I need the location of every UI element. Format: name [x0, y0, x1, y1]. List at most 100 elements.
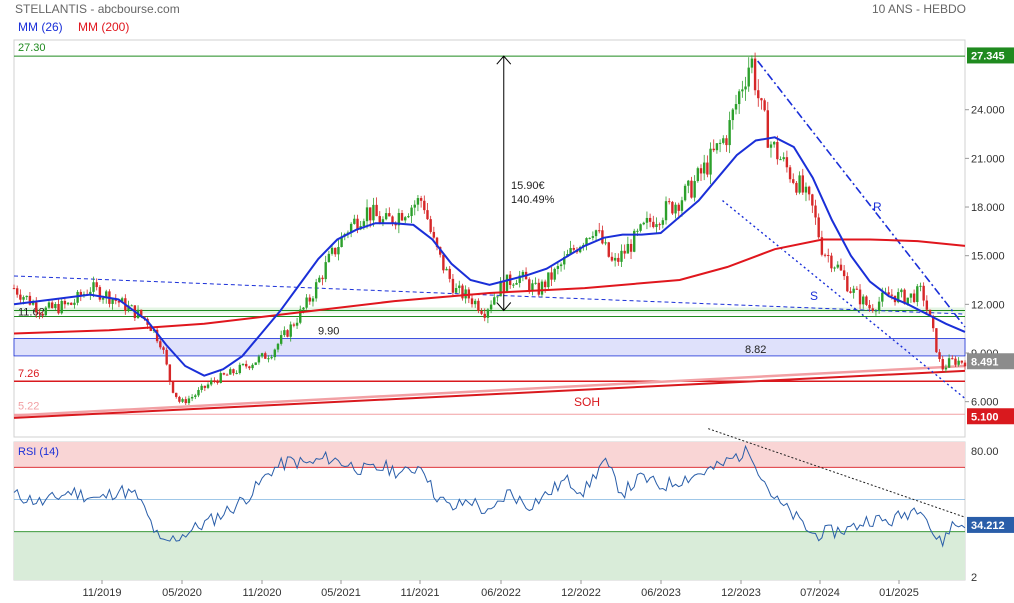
- candle-body: [171, 381, 175, 393]
- candle-body: [629, 243, 633, 252]
- candle-body: [22, 297, 25, 300]
- candle-body: [502, 281, 506, 293]
- candle-body: [645, 217, 649, 223]
- candle-body: [652, 221, 655, 228]
- candle-body: [340, 236, 343, 248]
- candle-body: [105, 291, 108, 299]
- candle-body: [772, 141, 776, 145]
- candle-body: [515, 282, 518, 285]
- candle-body: [722, 138, 725, 143]
- candle-body: [295, 322, 299, 326]
- candle-body: [798, 175, 801, 193]
- candle-body: [79, 291, 82, 297]
- candle-body: [267, 358, 270, 360]
- candle-body: [25, 295, 28, 298]
- candle-body: [906, 297, 909, 304]
- candle-body: [47, 302, 51, 308]
- candle-body: [737, 91, 741, 105]
- candle-body: [947, 358, 951, 368]
- candle-body: [836, 264, 839, 268]
- candle-body: [661, 220, 665, 225]
- candle-body: [804, 186, 808, 193]
- candle-body: [900, 289, 903, 293]
- candle-body: [12, 288, 16, 290]
- candle-body: [734, 104, 738, 110]
- x-tick-label: 01/2025: [879, 587, 919, 599]
- candle-body: [922, 285, 925, 301]
- candle-body: [855, 288, 859, 290]
- candle-body: [858, 289, 862, 305]
- candle-body: [15, 288, 19, 295]
- candle-body: [938, 352, 941, 360]
- rsi-tick-label: 2: [971, 572, 977, 584]
- candle-body: [814, 205, 817, 218]
- level-label-9.90: 9.90: [318, 325, 339, 337]
- candle-body: [591, 236, 595, 238]
- level-label-7.26: 7.26: [18, 368, 39, 380]
- candle-body: [448, 268, 451, 279]
- candle-body: [960, 360, 964, 363]
- candle-body: [429, 219, 432, 232]
- x-tick-label: 05/2021: [321, 587, 361, 599]
- candle-body: [289, 324, 292, 337]
- candle-body: [44, 307, 48, 316]
- candle-body: [222, 373, 226, 375]
- candle-body: [537, 282, 540, 295]
- candle-body: [944, 367, 948, 370]
- candle-body: [750, 58, 754, 68]
- candle-body: [38, 312, 41, 314]
- candle-body: [372, 204, 375, 221]
- candle-body: [299, 309, 302, 323]
- candle-body: [897, 292, 900, 303]
- candle-body: [369, 207, 372, 221]
- candle-body: [868, 304, 871, 309]
- candle-body: [706, 162, 709, 175]
- candle-body: [98, 287, 102, 300]
- candle-body: [626, 243, 630, 254]
- candle-body: [162, 347, 165, 350]
- candle-body: [833, 267, 836, 269]
- candle-body: [928, 309, 932, 316]
- candle-body: [101, 298, 105, 300]
- candle-body: [248, 366, 251, 369]
- candle-body: [753, 58, 757, 91]
- candle-body: [264, 353, 267, 359]
- y-tick-label: 24.000: [971, 105, 1005, 117]
- annotation-1: 140.49%: [511, 194, 555, 206]
- candle-body: [111, 299, 114, 304]
- candle-body: [184, 399, 187, 404]
- candle-body: [397, 213, 401, 226]
- candle-body: [871, 308, 874, 311]
- candle-body: [423, 200, 426, 211]
- candle-body: [925, 300, 929, 310]
- candle-body: [499, 281, 502, 297]
- candle-body: [553, 268, 556, 280]
- candle-body: [73, 302, 76, 305]
- candle-body: [216, 380, 219, 383]
- candle-body: [792, 179, 795, 183]
- y-tick-label: 18.000: [971, 202, 1005, 214]
- candle-body: [569, 248, 572, 254]
- candle-body: [963, 362, 967, 367]
- candle-body: [890, 294, 894, 296]
- candle-body: [785, 157, 789, 168]
- candle-body: [283, 330, 286, 336]
- candle-body: [604, 242, 607, 244]
- candle-body: [776, 141, 779, 160]
- candle-body: [642, 222, 645, 225]
- candle-body: [763, 100, 766, 111]
- candle-body: [413, 204, 416, 208]
- candle-body: [741, 89, 744, 92]
- candle-body: [658, 224, 661, 226]
- candle-body: [601, 230, 604, 244]
- annotation-4: SOH: [574, 395, 600, 409]
- candle-body: [432, 231, 436, 238]
- candle-body: [232, 369, 235, 374]
- candle-body: [725, 138, 728, 146]
- ma26-line: [13, 136, 966, 377]
- candle-body: [489, 304, 493, 310]
- candle-body: [674, 204, 677, 214]
- candle-body: [127, 305, 130, 311]
- candle-body: [400, 213, 404, 221]
- candle-body: [356, 218, 359, 230]
